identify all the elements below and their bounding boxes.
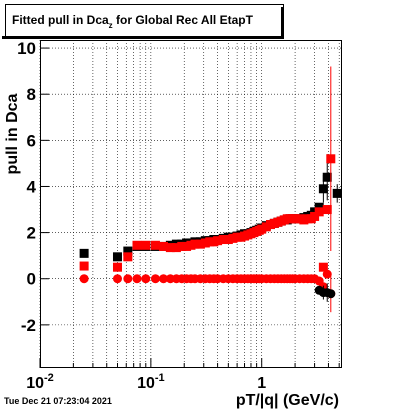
x-tick-label: 10-2 xyxy=(26,372,54,392)
title-box-shadow xyxy=(281,7,284,38)
square-marker xyxy=(223,235,233,245)
x-axis-label: pT/|q| (GeV/c) xyxy=(236,392,339,409)
circle-marker xyxy=(112,274,122,284)
square-marker xyxy=(79,261,89,271)
frame xyxy=(40,40,342,368)
timestamp: Tue Dec 21 07:23:04 2021 xyxy=(4,396,112,406)
square-marker xyxy=(332,188,342,198)
x-tick-label-base: 1 xyxy=(257,375,266,392)
y-tick-label: 8 xyxy=(27,85,36,104)
square-marker xyxy=(257,224,267,234)
square-marker xyxy=(314,202,324,212)
square-marker xyxy=(195,239,205,249)
square-marker xyxy=(177,241,187,251)
square-marker xyxy=(79,248,89,258)
y-tick-label: 0 xyxy=(27,270,36,289)
circle-marker xyxy=(141,274,151,284)
square-marker xyxy=(112,252,122,262)
square-marker xyxy=(213,236,223,246)
circle-marker xyxy=(158,274,168,284)
square-marker xyxy=(171,243,181,253)
square-marker xyxy=(165,243,175,253)
square-marker xyxy=(290,214,300,224)
title-box xyxy=(5,4,284,39)
square-marker xyxy=(310,207,320,217)
square-marker xyxy=(123,246,133,256)
title-text: Fitted pull in Dca xyxy=(12,13,109,27)
x-tick-label-exponent: -2 xyxy=(44,372,54,384)
x-tick-label: 1 xyxy=(257,375,266,392)
circle-marker xyxy=(150,274,160,284)
square-marker xyxy=(123,252,133,262)
circle-marker xyxy=(132,274,142,284)
square-marker xyxy=(318,262,328,272)
square-marker xyxy=(314,207,324,217)
circle-marker xyxy=(322,269,332,279)
square-marker xyxy=(141,240,151,250)
x-tick-label: 10-1 xyxy=(137,372,165,392)
y-tick-label: 6 xyxy=(27,131,36,150)
x-tick-label-base: 10 xyxy=(137,375,155,392)
square-marker xyxy=(310,211,320,221)
y-axis-label: pull in Dca xyxy=(4,93,21,174)
title-box-shadow xyxy=(2,36,283,39)
y-tick-label: -2 xyxy=(21,316,36,335)
square-marker xyxy=(158,241,168,251)
circle-marker xyxy=(123,274,133,284)
circle-marker xyxy=(79,274,89,284)
square-marker xyxy=(112,262,122,272)
square-marker xyxy=(150,240,160,250)
x-tick-label-exponent: -1 xyxy=(155,372,165,384)
square-marker xyxy=(218,235,228,245)
square-marker xyxy=(326,154,336,164)
y-tick-label: 2 xyxy=(27,224,36,243)
chart-title: Fitted pull in Dcaz for Global Rec All E… xyxy=(12,13,254,30)
square-marker xyxy=(190,239,200,249)
square-marker xyxy=(132,240,142,250)
square-marker xyxy=(322,205,332,215)
y-tick-label: 10 xyxy=(17,39,36,58)
title-subscript: z xyxy=(109,21,113,30)
y-tick-label: 4 xyxy=(27,177,37,196)
square-marker xyxy=(318,184,328,194)
circle-marker xyxy=(326,289,336,299)
x-tick-label-base: 10 xyxy=(26,375,44,392)
square-marker xyxy=(322,172,332,182)
title-text: for Global Rec All EtapT xyxy=(113,13,254,27)
